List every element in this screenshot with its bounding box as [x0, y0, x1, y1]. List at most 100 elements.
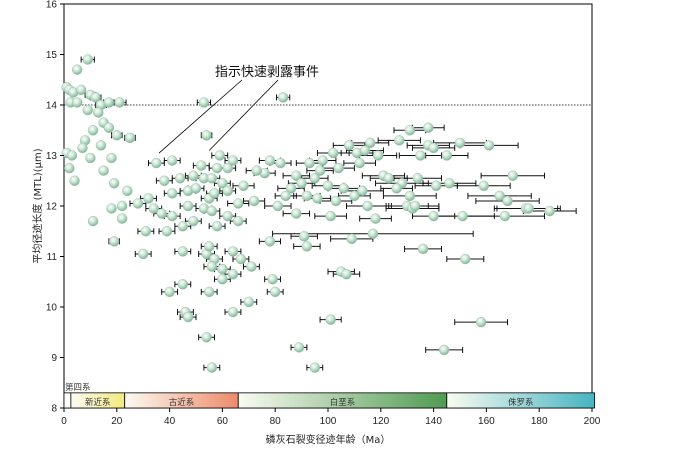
data-point: [140, 226, 152, 237]
y-tick-label: 12: [46, 202, 58, 213]
data-point: [75, 84, 87, 96]
data-point: [116, 213, 128, 224]
data-point: [415, 150, 426, 161]
data-point: [309, 173, 320, 184]
data-point: [328, 147, 339, 159]
x-tick-label: 80: [270, 416, 282, 427]
data-point: [248, 195, 260, 207]
data-point: [167, 155, 178, 166]
data-point: [333, 162, 344, 174]
data-point: [222, 162, 233, 174]
data-point: [177, 220, 189, 232]
data-point: [82, 54, 93, 65]
data-point: [285, 183, 297, 194]
data-point: [354, 157, 365, 169]
data-point: [227, 268, 239, 280]
data-point: [325, 210, 336, 222]
y-tick-label: 9: [51, 353, 57, 364]
data-point: [188, 170, 199, 181]
data-point: [341, 268, 352, 280]
data-point: [106, 203, 117, 214]
data-point: [217, 178, 228, 189]
data-point: [330, 195, 342, 207]
data-point: [106, 152, 117, 164]
data-point: [174, 173, 186, 184]
data-point: [280, 190, 291, 202]
x-tick-label: 200: [584, 416, 601, 427]
data-point: [190, 183, 202, 194]
data-point: [98, 165, 109, 176]
period-band: [446, 392, 596, 409]
data-point: [71, 97, 83, 108]
x-axis-ticks: 0 20 40 60 80 100 120 140 160 180 200: [61, 408, 601, 427]
data-point: [338, 183, 350, 194]
x-tick-label: 180: [531, 416, 548, 427]
data-point: [428, 142, 439, 154]
data-point: [362, 200, 373, 212]
data-point: [460, 253, 471, 265]
data-point: [391, 183, 402, 194]
data-point: [235, 253, 247, 265]
data-point: [423, 122, 434, 133]
x-tick-label: 0: [61, 416, 67, 427]
data-point: [211, 162, 223, 174]
data-point: [103, 97, 115, 108]
data-point: [349, 190, 360, 202]
data-point: [177, 246, 189, 257]
data-point: [90, 92, 101, 103]
data-point: [367, 228, 379, 239]
data-point: [264, 236, 276, 247]
data-point: [124, 132, 136, 144]
data-point: [206, 173, 218, 184]
data-point: [167, 188, 178, 199]
data-point: [267, 274, 278, 285]
period-label: 古近系: [169, 397, 195, 408]
data-point: [523, 203, 534, 214]
data-point: [211, 220, 223, 232]
data-point: [404, 125, 416, 136]
data-point: [383, 173, 394, 184]
data-point: [494, 190, 505, 202]
data-point: [507, 170, 518, 181]
data-point: [206, 205, 218, 217]
y-tick-label: 8: [51, 404, 57, 415]
data-point: [87, 215, 99, 227]
data-point: [69, 175, 80, 186]
period-label: 第四系: [65, 382, 91, 393]
data-point: [111, 130, 123, 141]
data-point: [404, 190, 416, 202]
data-point: [291, 170, 302, 181]
x-tick-label: 160: [478, 416, 495, 427]
data-point: [151, 157, 162, 169]
data-point: [77, 142, 88, 154]
data-point: [196, 160, 207, 171]
data-point: [156, 208, 167, 219]
x-tick-label: 20: [111, 416, 123, 427]
data-point: [372, 150, 384, 161]
data-point: [357, 185, 368, 197]
data-point: [116, 200, 128, 212]
data-point: [251, 165, 262, 176]
data-point: [454, 137, 466, 149]
data-point: [301, 190, 313, 202]
y-tick-label: 13: [46, 151, 58, 162]
data-point: [82, 104, 93, 116]
data-point: [322, 180, 334, 192]
y-axis-ticks: 8 9 10 11 12 13 14 15 16: [46, 0, 64, 415]
data-point: [132, 198, 144, 209]
data-point: [412, 173, 423, 184]
data-point: [370, 213, 381, 224]
data-point: [457, 210, 468, 222]
data-point: [201, 332, 212, 343]
data-point: [217, 274, 228, 285]
annotation-group: 指示快速剥露事件: [158, 65, 319, 154]
data-point: [203, 241, 215, 252]
data-point: [299, 231, 310, 242]
data-point: [478, 180, 489, 192]
data-point: [502, 195, 513, 207]
annotation-arrow: [158, 79, 243, 154]
period-label: 新近系: [85, 397, 111, 408]
data-point: [198, 97, 210, 108]
data-point: [177, 279, 189, 290]
data-point: [312, 193, 323, 204]
